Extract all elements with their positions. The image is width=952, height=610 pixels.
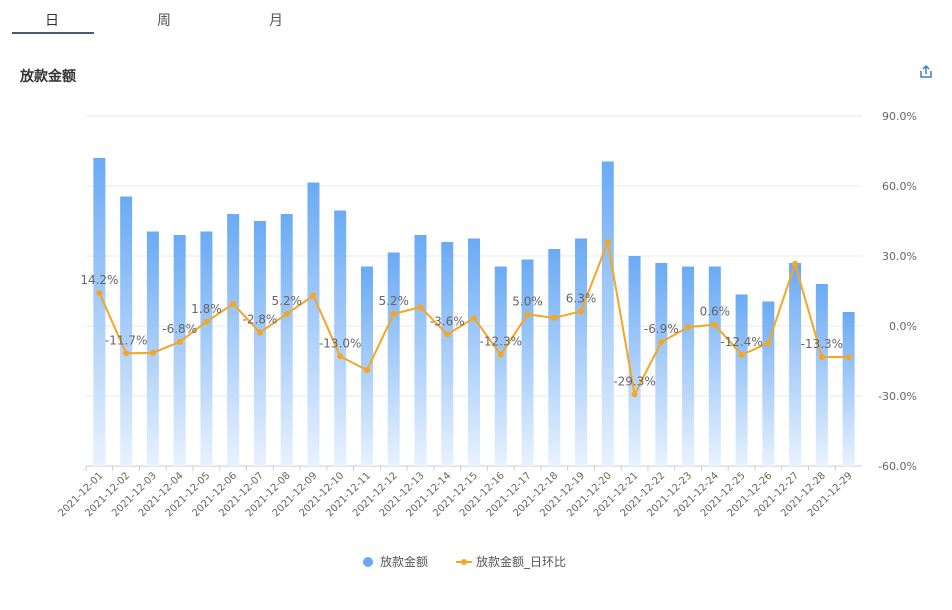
- data-label: -29.3%: [613, 374, 655, 388]
- y2-tick-label: 90.0%: [882, 110, 917, 123]
- line-point: [390, 310, 397, 317]
- tab-indicator: [12, 32, 94, 34]
- bar: [682, 266, 695, 466]
- line-point: [337, 353, 344, 360]
- bar: [548, 249, 561, 466]
- data-label: 5.2%: [271, 294, 302, 308]
- legend-label: 放款金额_日环比: [476, 554, 566, 569]
- bar: [120, 196, 133, 466]
- data-label: -6.9%: [644, 322, 679, 336]
- legend-marker: [461, 559, 468, 565]
- line-point: [604, 239, 611, 245]
- bar: [815, 284, 828, 466]
- bar: [387, 252, 400, 466]
- bar: [360, 266, 373, 466]
- tab[interactable]: 周: [157, 13, 171, 29]
- line-point: [792, 260, 799, 267]
- y2-tick-label: -30.0%: [878, 390, 917, 403]
- bar: [601, 161, 614, 466]
- line-point: [310, 292, 317, 299]
- line-point: [230, 300, 237, 307]
- data-label: 14.2%: [80, 273, 118, 287]
- line-point: [818, 354, 825, 361]
- bar: [173, 235, 186, 466]
- bar: [441, 242, 454, 466]
- line-point: [551, 314, 558, 321]
- line-point: [149, 349, 156, 356]
- line-point: [497, 351, 504, 358]
- line-point: [283, 310, 290, 317]
- bar: [494, 266, 507, 466]
- line-point: [711, 321, 718, 328]
- bar: [762, 301, 775, 466]
- data-label: -13.0%: [319, 336, 361, 350]
- data-label: 1.8%: [191, 302, 222, 316]
- line-point: [631, 391, 638, 398]
- data-label: -3.6%: [430, 314, 465, 328]
- bar: [735, 294, 748, 466]
- data-label: -13.3%: [801, 337, 843, 351]
- bar: [789, 263, 802, 466]
- y2-tick-label: 0.0%: [889, 320, 917, 333]
- line-point: [685, 324, 692, 331]
- bar: [280, 214, 293, 466]
- line-point: [845, 354, 852, 361]
- tab[interactable]: 日: [45, 13, 59, 29]
- data-label: -11.7%: [105, 333, 147, 347]
- line-point: [578, 308, 585, 315]
- line-point: [123, 350, 130, 357]
- line-point: [444, 331, 451, 338]
- legend-label: 放款金额: [380, 554, 428, 569]
- bar: [307, 182, 320, 466]
- bar: [628, 256, 641, 466]
- y2-tick-label: -60.0%: [878, 460, 917, 473]
- bar: [334, 210, 347, 466]
- bar: [655, 263, 668, 466]
- data-label: 5.2%: [378, 294, 409, 308]
- data-label: -2.8%: [243, 313, 278, 327]
- line-point: [203, 318, 210, 325]
- bar: [93, 158, 106, 466]
- legend-marker: [363, 557, 373, 567]
- bar: [200, 231, 213, 466]
- bar: [842, 312, 855, 466]
- export-button[interactable]: [915, 62, 937, 82]
- line-point: [765, 340, 772, 347]
- bar: [146, 231, 159, 466]
- tab[interactable]: 月: [269, 13, 283, 29]
- bar: [575, 238, 588, 466]
- data-label: 6.3%: [566, 291, 597, 305]
- line-point: [524, 311, 531, 318]
- line-point: [658, 339, 665, 346]
- bar: [708, 266, 721, 466]
- line-point: [96, 289, 103, 296]
- data-label: -12.3%: [480, 335, 522, 349]
- y2-tick-label: 30.0%: [882, 250, 917, 263]
- bar: [468, 238, 480, 466]
- line-point: [417, 304, 424, 311]
- chart-title: 放款金额: [20, 69, 76, 85]
- line-point: [363, 367, 370, 374]
- data-label: -12.4%: [720, 335, 762, 349]
- data-label: -6.8%: [162, 322, 197, 336]
- line-point: [256, 329, 263, 336]
- line-point: [176, 338, 183, 345]
- line-point: [471, 315, 477, 322]
- data-label: 0.6%: [700, 305, 731, 319]
- bar: [227, 214, 240, 466]
- bar: [253, 221, 266, 466]
- chart: 90.0%60.0%30.0%0.0%-30.0%-60.0%2021-12-0…: [57, 110, 917, 569]
- bar: [521, 259, 534, 466]
- bar: [414, 235, 427, 466]
- data-label: 5.0%: [512, 294, 543, 308]
- line-point: [738, 351, 745, 358]
- y2-tick-label: 60.0%: [882, 180, 917, 193]
